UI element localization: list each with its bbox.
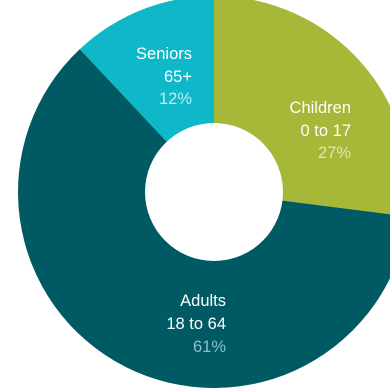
slice-label-seniors: Seniors	[136, 45, 192, 63]
slice-range-children: 0 to 17	[301, 122, 351, 140]
slice-label-adults: Adults	[180, 292, 226, 310]
slice-percent-adults: 61%	[193, 338, 226, 356]
slice-label-children: Children	[290, 99, 351, 117]
donut-center-hole	[145, 123, 283, 261]
slice-percent-children: 27%	[318, 144, 351, 162]
slice-percent-seniors: 12%	[159, 90, 192, 108]
slice-range-seniors: 65+	[164, 68, 192, 86]
slice-range-adults: 18 to 64	[166, 315, 226, 333]
